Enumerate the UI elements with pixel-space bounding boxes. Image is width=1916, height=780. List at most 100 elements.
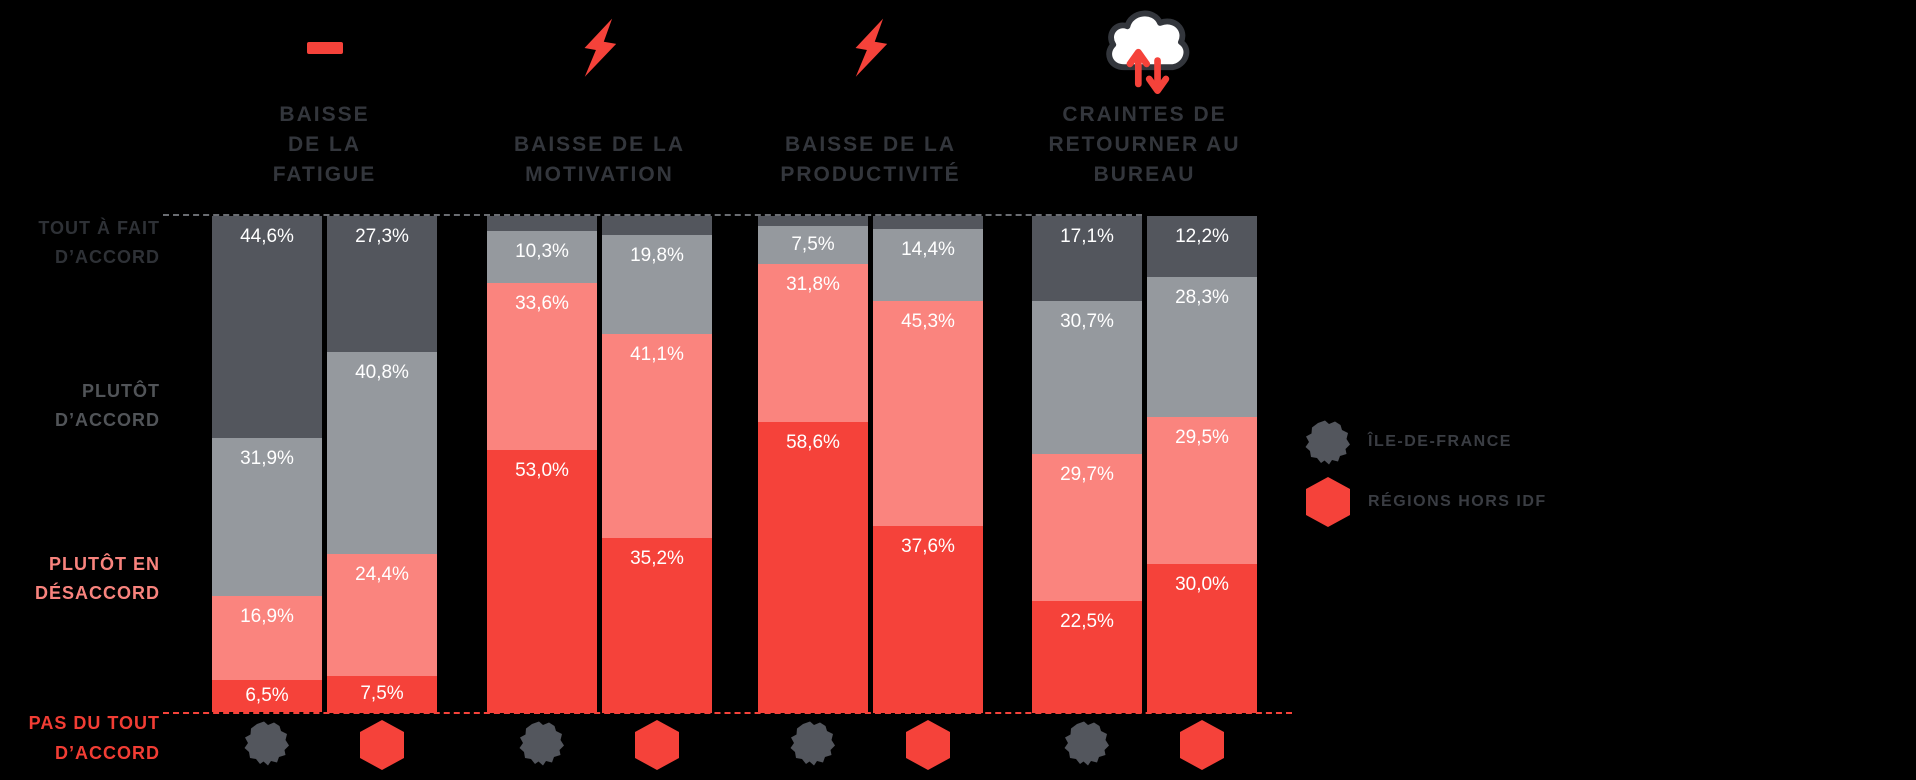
category-title-line: CRAINTES DE: [1062, 103, 1227, 126]
bar-craintes-retour-bureau-idf: 17,1% 30,7% 29,7% 22,5%: [1032, 216, 1142, 713]
axis-label-line: PLUTÔT EN: [49, 554, 160, 574]
segment-pas-du-tout-daccord: 7,5%: [327, 675, 437, 713]
bar-baisse-productivite-idf: 7,5% 31,8% 58,6%: [758, 216, 868, 713]
hexagon-icon: [873, 720, 983, 776]
segment-value-label: 16,9%: [240, 606, 294, 628]
segment-plutot-en-desaccord: 45,3%: [873, 300, 983, 527]
segment-value-label: 28,3%: [1175, 286, 1229, 308]
category-title-line: BUREAU: [1093, 163, 1196, 186]
segment-tout-a-fait-daccord: 12,2%: [1147, 216, 1257, 277]
segment-pas-du-tout-daccord: 53,0%: [487, 449, 597, 713]
segment-plutot-daccord: 14,4%: [873, 229, 983, 301]
segment-tout-a-fait-daccord: [487, 216, 597, 232]
segment-value-label: 30,7%: [1060, 310, 1114, 332]
category-title-line: FATIGUE: [272, 163, 377, 186]
category-title: CRAINTES DE RETOURNER AU BUREAU: [1005, 100, 1285, 190]
axis-label-line: D’ACCORD: [55, 410, 160, 430]
segment-value-label: 31,9%: [240, 447, 294, 469]
hexagon-icon: [1300, 477, 1356, 527]
segment-tout-a-fait-daccord: 44,6%: [212, 216, 322, 438]
segment-tout-a-fait-daccord: [758, 216, 868, 227]
segment-plutot-daccord: 40,8%: [327, 351, 437, 555]
segment-value-label: 30,0%: [1175, 573, 1229, 595]
axis-label-pas-du-tout-daccord: PAS DU TOUT D’ACCORD: [0, 708, 160, 768]
idf-map-icon: [758, 720, 868, 776]
idf-map-icon: [1300, 419, 1356, 465]
axis-label-line: TOUT À FAIT: [38, 218, 160, 238]
category-title: BAISSE DE LA MOTIVATION: [460, 130, 740, 190]
category-header-baisse-productivite: BAISSE DE LA PRODUCTIVITÉ: [731, 0, 1011, 190]
bar-craintes-retour-bureau-hors-idf: 12,2% 28,3% 29,5% 30,0%: [1147, 216, 1257, 713]
segment-value-label: 10,3%: [515, 241, 569, 263]
segment-value-label: 31,8%: [786, 273, 840, 295]
legend-item-ile-de-france: ÎLE-DE-FRANCE: [1300, 416, 1547, 468]
axis-label-line: PLUTÔT: [82, 381, 160, 401]
segment-tout-a-fait-daccord: 27,3%: [327, 216, 437, 352]
segment-plutot-daccord: 31,9%: [212, 437, 322, 597]
segment-value-label: 37,6%: [901, 536, 955, 558]
segment-value-label: 24,4%: [355, 564, 409, 586]
segment-value-label: 53,0%: [515, 459, 569, 481]
axis-label-line: D’ACCORD: [55, 247, 160, 267]
lightning-icon: [731, 0, 1011, 96]
segment-value-label: 29,7%: [1060, 463, 1114, 485]
segment-pas-du-tout-daccord: 30,0%: [1147, 563, 1257, 713]
segment-plutot-en-desaccord: 29,5%: [1147, 417, 1257, 564]
segment-plutot-en-desaccord: 24,4%: [327, 554, 437, 676]
category-header-craintes-retour-bureau: CRAINTES DE RETOURNER AU BUREAU: [1005, 0, 1285, 190]
segment-pas-du-tout-daccord: 37,6%: [873, 526, 983, 713]
legend-label: RÉGIONS HORS IDF: [1368, 493, 1547, 510]
segment-tout-a-fait-daccord: 17,1%: [1032, 216, 1142, 301]
idf-map-icon: [487, 720, 597, 776]
segment-tout-a-fait-daccord: [602, 216, 712, 236]
category-title-line: PRODUCTIVITÉ: [780, 163, 961, 186]
category-title-line: DE LA: [288, 133, 361, 156]
segment-value-label: 27,3%: [355, 226, 409, 247]
bar-baisse-productivite-hors-idf: 14,4% 45,3% 37,6%: [873, 216, 983, 713]
hexagon-icon: [602, 720, 712, 776]
bar-baisse-fatigue-hors-idf: 27,3% 40,8% 24,4% 7,5%: [327, 216, 437, 713]
bar-baisse-motivation-hors-idf: 19,8% 41,1% 35,2%: [602, 216, 712, 713]
segment-value-label: 41,1%: [630, 343, 684, 365]
hexagon-icon: [1147, 720, 1257, 776]
segment-plutot-daccord: 19,8%: [602, 235, 712, 334]
axis-label-line: DÉSACCORD: [34, 583, 160, 603]
category-title-line: BAISSE: [279, 103, 370, 126]
segment-pas-du-tout-daccord: 6,5%: [212, 680, 322, 713]
category-title-line: RETOURNER AU: [1048, 133, 1241, 156]
category-header-baisse-motivation: BAISSE DE LA MOTIVATION: [460, 0, 740, 190]
bottom-dashed-guide-line: [163, 712, 1292, 714]
segment-value-label: 35,2%: [630, 548, 684, 570]
segment-value-label: 40,8%: [355, 361, 409, 383]
bar-baisse-motivation-idf: 10,3% 33,6% 53,0%: [487, 216, 597, 713]
cloud-arrows-icon: [1005, 0, 1285, 96]
segment-value-label: 33,6%: [515, 292, 569, 314]
bar-baisse-fatigue-idf: 44,6% 31,9% 16,9% 6,5%: [212, 216, 322, 713]
segment-plutot-en-desaccord: 16,9%: [212, 596, 322, 681]
segment-value-label: 7,5%: [791, 234, 835, 256]
top-dashed-guide-line: [163, 214, 1142, 216]
segment-plutot-daccord: 10,3%: [487, 231, 597, 283]
category-title: BAISSE DE LA PRODUCTIVITÉ: [731, 130, 1011, 190]
axis-label-tout-a-fait-daccord: TOUT À FAIT D’ACCORD: [0, 214, 160, 272]
segment-value-label: 12,2%: [1175, 226, 1229, 247]
category-header-baisse-fatigue: BAISSE DE LA FATIGUE: [185, 0, 465, 190]
segment-plutot-daccord: 30,7%: [1032, 300, 1142, 454]
hexagon-icon: [327, 720, 437, 776]
legend-label: ÎLE-DE-FRANCE: [1368, 433, 1512, 450]
axis-label-plutot-en-desaccord: PLUTÔT EN DÉSACCORD: [0, 550, 160, 608]
idf-map-icon: [212, 720, 322, 776]
segment-pas-du-tout-daccord: 35,2%: [602, 538, 712, 713]
category-title-line: BAISSE DE LA: [513, 133, 686, 156]
segment-value-label: 17,1%: [1060, 226, 1114, 247]
segment-tout-a-fait-daccord: [873, 216, 983, 230]
segment-value-label: 19,8%: [630, 245, 684, 267]
segment-value-label: 14,4%: [901, 239, 955, 261]
segment-value-label: 29,5%: [1175, 427, 1229, 449]
category-title-line: MOTIVATION: [525, 163, 674, 186]
segment-value-label: 45,3%: [901, 310, 955, 332]
axis-label-line: D’ACCORD: [55, 743, 160, 763]
segment-value-label: 6,5%: [245, 685, 289, 707]
segment-plutot-daccord: 28,3%: [1147, 276, 1257, 418]
segment-value-label: 7,5%: [360, 683, 404, 705]
